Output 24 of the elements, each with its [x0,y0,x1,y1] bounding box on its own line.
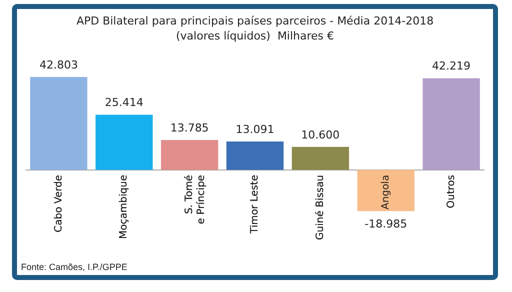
x-tick-label: Angola [380,174,392,210]
x-tick-label: Guiné Bissau [315,174,326,240]
x-tick-label: Timor Leste [250,174,261,234]
data-label: -18.985 [364,217,408,230]
bar [422,78,480,170]
data-label: 13.785 [170,121,209,134]
data-label: 42.803 [39,58,78,72]
bar [30,77,88,170]
x-tick-label: Moçambique [118,174,130,239]
data-label: 13.091 [236,122,274,136]
bar [226,141,284,170]
bar [357,170,414,212]
x-tick-label: Cabo Verde [53,174,64,232]
bar [292,146,350,170]
chart-title: APD Bilateral para principais países parceiros - Média 2014-2018 [76,14,434,28]
x-tick-label: S. Tomé e Príncipe [184,174,208,224]
source-note: Fonte: Camões, I.P./GPPE [21,262,128,272]
data-label: 10.600 [301,128,340,142]
x-tick-label: Outros [446,174,457,208]
bar [96,114,153,170]
chart-subtitle: (valores líquidos) Milhares € [176,30,334,43]
bar [160,140,218,170]
data-label: 42.219 [432,60,471,73]
data-label: 25.414 [104,96,144,110]
